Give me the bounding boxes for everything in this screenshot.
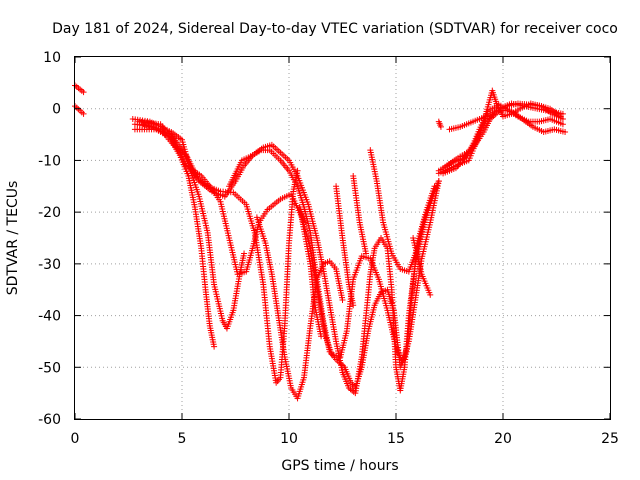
series-sat-14 — [410, 235, 434, 298]
x-tick-label: 5 — [178, 431, 187, 447]
series-sat-9 — [253, 214, 346, 402]
y-tick-label: -30 — [38, 257, 61, 273]
data-point — [559, 116, 566, 123]
series-sat-12 — [333, 183, 357, 309]
data-point — [80, 89, 87, 96]
y-tick-label: -60 — [38, 412, 61, 428]
x-tick-label: 20 — [494, 431, 512, 447]
data-point — [435, 178, 442, 185]
x-tick-label: 15 — [387, 431, 405, 447]
data-point — [559, 110, 566, 117]
series-sat-10 — [367, 147, 442, 275]
series-sat-11 — [296, 203, 325, 340]
series-sat-19 — [440, 107, 566, 177]
y-axis-label: SDTVAR / TECUs — [5, 181, 21, 296]
data-point — [339, 297, 346, 304]
x-tick-label: 25 — [601, 431, 619, 447]
chart-title: Day 181 of 2024, Sidereal Day-to-day VTE… — [52, 21, 618, 37]
y-tick-label: -20 — [38, 205, 61, 221]
y-tick-label: 0 — [52, 102, 61, 118]
axis-ticks — [74, 56, 611, 420]
data-point — [427, 291, 434, 298]
data-point — [241, 250, 248, 257]
y-tick-label: -50 — [38, 360, 61, 376]
x-tick-label: 0 — [71, 431, 80, 447]
x-tick-label: 10 — [280, 431, 298, 447]
plot-frame — [74, 56, 611, 420]
y-tick-label: -40 — [38, 309, 61, 325]
y-tick-label: -10 — [38, 153, 61, 169]
data-point — [562, 128, 569, 135]
data-point — [318, 333, 325, 340]
series-sat-4 — [131, 121, 218, 350]
series-sat-3 — [129, 116, 248, 332]
data-point — [211, 343, 218, 350]
x-axis-label: GPS time / hours — [281, 458, 398, 474]
series-sat-15 — [435, 118, 444, 130]
data-point — [350, 302, 357, 309]
data-point — [437, 123, 444, 130]
data-point — [80, 110, 87, 117]
y-tick-label: 10 — [43, 50, 61, 66]
data-point — [559, 121, 566, 128]
series-sat-13 — [350, 172, 370, 257]
data-points — [72, 82, 569, 402]
tick-labels: 0 5 10 15 20 25 10 0 -10 -20 -30 -40 -50 -60 — [38, 50, 619, 447]
data-point — [363, 250, 370, 257]
series-sat-20 — [446, 100, 566, 133]
